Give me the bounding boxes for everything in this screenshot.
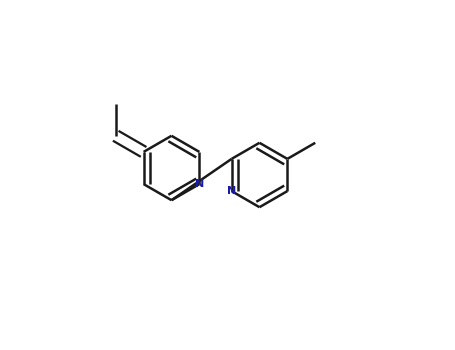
- Text: N: N: [195, 179, 204, 189]
- Text: N: N: [227, 186, 236, 196]
